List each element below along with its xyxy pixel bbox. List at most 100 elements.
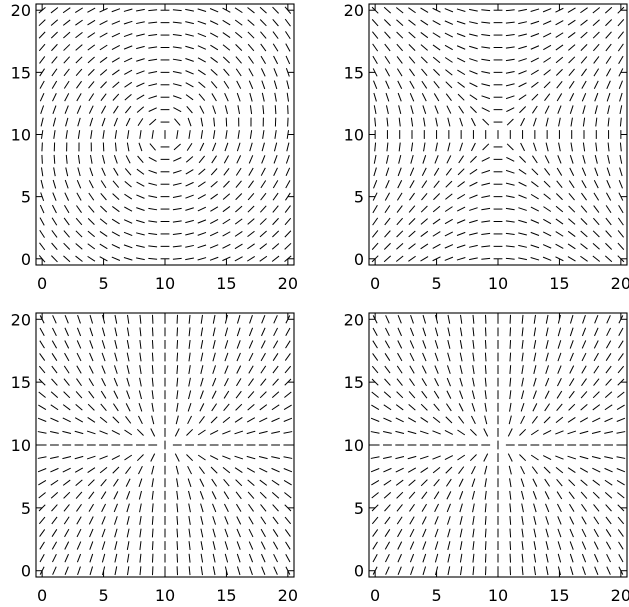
vector-segment [618, 80, 623, 90]
vector-segment [188, 365, 191, 374]
vector-segment [434, 327, 439, 337]
vector-segment [186, 142, 193, 151]
vector-segment [223, 155, 229, 164]
vector-segment [617, 19, 625, 27]
vector-segment [408, 56, 416, 64]
vector-segment [222, 44, 231, 51]
vector-segment [370, 431, 380, 434]
vector-segment [260, 192, 267, 201]
vector-segment [63, 80, 70, 89]
vector-segment [101, 352, 106, 362]
vector-segment [521, 339, 524, 349]
vector-segment [384, 353, 391, 361]
vector-segment [531, 416, 538, 424]
vector-segment [592, 255, 601, 262]
vector-segment [567, 256, 576, 262]
vector-segment [99, 416, 108, 424]
vector-segment [173, 107, 182, 113]
vector-segment [111, 430, 121, 435]
vector-segment [286, 80, 290, 90]
vector-segment [518, 232, 527, 236]
vector-segment [249, 314, 253, 324]
vector-segment [533, 516, 537, 525]
vector-segment [581, 92, 587, 102]
vector-segment [472, 339, 475, 349]
vector-segment [185, 219, 194, 224]
vector-segment [543, 416, 551, 424]
vector-segment [125, 466, 132, 474]
vector-segment [505, 232, 515, 235]
vector-segment [456, 231, 466, 236]
vector-segment [75, 479, 83, 486]
vector-segment [509, 377, 512, 387]
vector-segment [284, 504, 292, 512]
vector-segment [64, 179, 69, 189]
vector-segment [139, 327, 142, 337]
vector-segment [87, 255, 96, 262]
vector-segment [433, 479, 440, 487]
vector-segment [472, 314, 475, 324]
vector-segment [151, 415, 155, 425]
vector-segment [557, 314, 561, 324]
vector-segment [444, 206, 453, 212]
vector-segment [136, 8, 145, 12]
vector-segment [224, 566, 228, 576]
vector-segment [89, 541, 94, 550]
vector-segment [197, 181, 206, 188]
vector-segment [582, 117, 586, 127]
vector-segment [618, 68, 624, 77]
vector-segment [508, 415, 512, 425]
vector-segment [555, 205, 564, 213]
vector-segment [420, 230, 429, 237]
vector-segment [435, 566, 439, 576]
vector-segment [148, 95, 158, 100]
vector-segment [123, 219, 133, 224]
vector-segment [472, 377, 475, 387]
vector-segment [432, 7, 441, 13]
vector-segment [261, 142, 265, 152]
vector-segment [422, 352, 427, 362]
vector-segment [445, 93, 452, 102]
vector-segment [557, 377, 562, 387]
vector-segment [385, 327, 390, 337]
vector-segment [172, 21, 182, 24]
vector-segment [557, 528, 562, 538]
vector-segment [259, 255, 268, 262]
vector-segment [484, 541, 487, 550]
vector-segment [433, 167, 440, 176]
vector-segment [176, 352, 179, 362]
vector-segment [555, 44, 564, 51]
vector-segment [582, 154, 586, 164]
vector-segment [383, 6, 392, 14]
vector-segment [371, 492, 379, 499]
vector-segment [444, 32, 454, 38]
vector-segment [397, 80, 403, 89]
vector-segment [555, 56, 564, 64]
vector-segment [483, 428, 489, 437]
vector-segment [38, 492, 46, 499]
vector-segment [197, 20, 207, 25]
vector-segment [458, 155, 464, 164]
vector-segment [569, 553, 574, 563]
vector-segment [459, 566, 463, 576]
vector-segment [273, 142, 278, 152]
vector-segment [373, 154, 377, 164]
vector-segment [236, 566, 241, 576]
vector-segment [136, 106, 145, 113]
vector-segment [542, 231, 552, 237]
y-tick-label: 0 [21, 562, 31, 581]
vector-segment [447, 117, 451, 127]
vector-segment [222, 193, 231, 200]
vector-segment [507, 428, 513, 437]
vector-segment [64, 205, 70, 214]
vector-segment [459, 352, 463, 362]
vector-segment [37, 417, 47, 422]
vector-segment [420, 32, 429, 39]
vector-segment [223, 167, 230, 176]
vector-segment [545, 117, 549, 127]
vector-segment [38, 19, 46, 27]
vector-segment [101, 516, 106, 525]
vector-segment [101, 340, 106, 349]
vector-segment [371, 378, 379, 386]
